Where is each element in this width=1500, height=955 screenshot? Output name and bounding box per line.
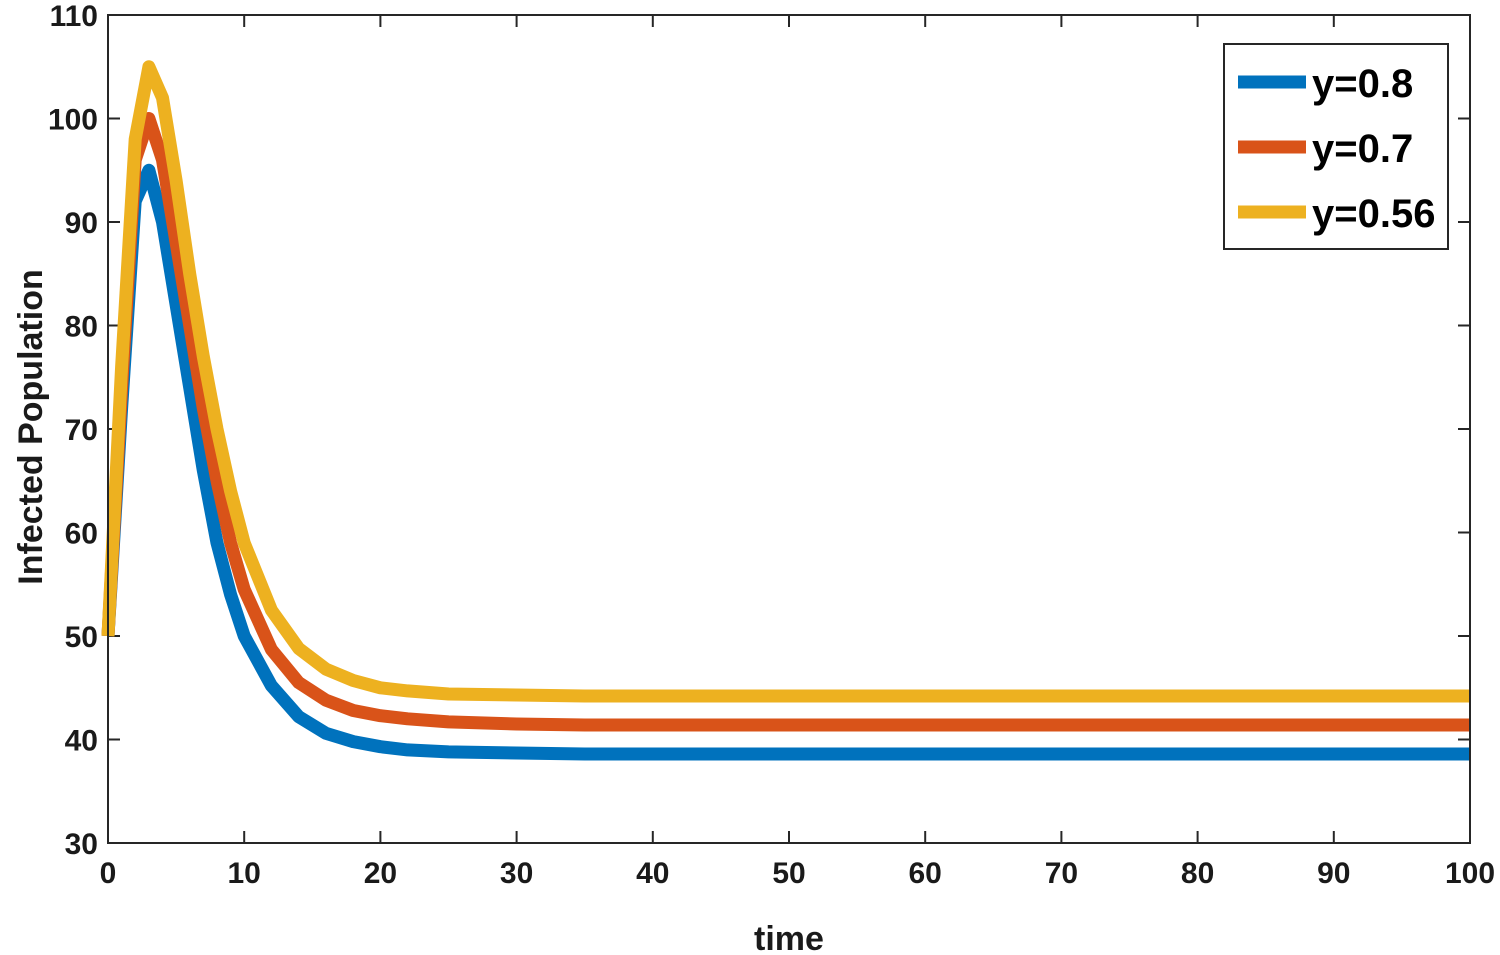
x-tick-label: 80 xyxy=(1181,857,1214,890)
plot-frame xyxy=(107,14,1471,844)
x-tick-label: 30 xyxy=(500,857,533,890)
x-tick-label: 100 xyxy=(1445,857,1495,890)
axis-tick-labels: 0 10 20 30 40 50 60 70 80 90 100 30 40 50 60 70 80 90 100 1… xyxy=(48,0,1495,890)
y-tick-label: 60 xyxy=(65,518,98,551)
x-tick-label: 90 xyxy=(1317,857,1350,890)
series-line-0 xyxy=(101,163,1470,761)
y-tick-label: 30 xyxy=(65,828,98,861)
series-lines xyxy=(101,60,1470,761)
series-line-1 xyxy=(101,112,1470,732)
legend-label-2: y=0.56 xyxy=(1312,192,1435,236)
x-tick-label: 50 xyxy=(772,857,805,890)
y-tick-label: 80 xyxy=(65,311,98,344)
legend: y=0.8 y=0.7 y=0.56 xyxy=(1223,43,1449,250)
legend-label-1: y=0.7 xyxy=(1312,127,1413,171)
x-tick-label: 40 xyxy=(636,857,669,890)
y-tick-label: 110 xyxy=(50,0,98,33)
y-tick-label: 40 xyxy=(65,725,98,758)
x-tick-label: 20 xyxy=(364,857,397,890)
y-axis-label: Infected Population xyxy=(12,269,50,584)
y-tick-label: 90 xyxy=(65,207,98,240)
x-tick-label: 10 xyxy=(228,857,261,890)
series-line-2 xyxy=(101,60,1470,703)
x-tick-label: 70 xyxy=(1045,857,1078,890)
y-tick-label: 70 xyxy=(65,414,98,447)
legend-label-0: y=0.8 xyxy=(1312,62,1413,106)
x-tick-label: 0 xyxy=(100,857,117,890)
x-axis-label: time xyxy=(754,920,824,955)
x-tick-label: 60 xyxy=(909,857,942,890)
y-tick-label: 50 xyxy=(65,621,98,654)
y-tick-label: 100 xyxy=(48,104,98,137)
